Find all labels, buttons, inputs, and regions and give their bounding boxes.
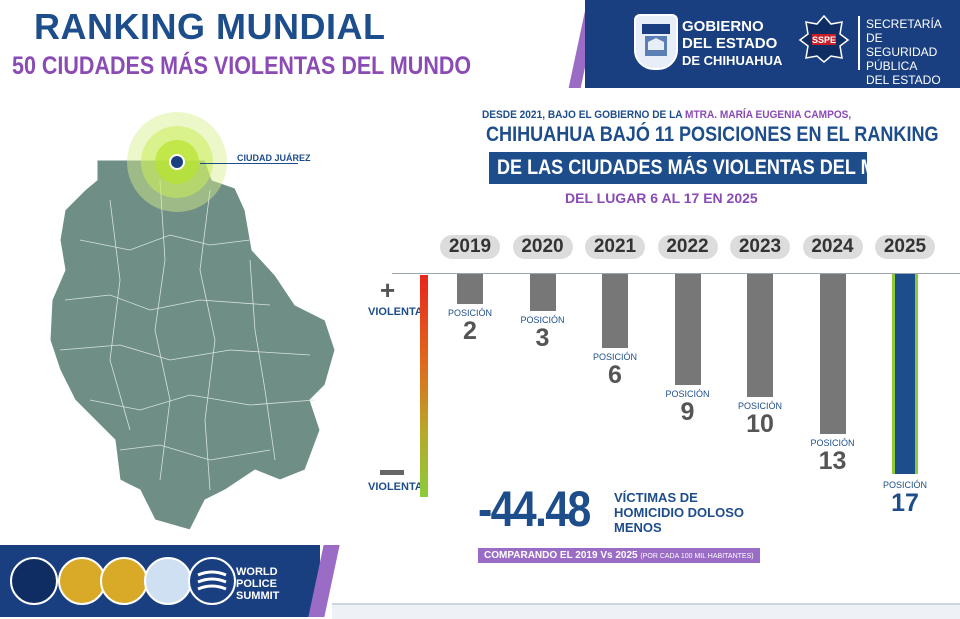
big-number: -44.48 xyxy=(478,481,591,537)
bar-2020 xyxy=(529,274,556,311)
position-label-2021: POSICIÓN xyxy=(592,351,637,362)
position-value-2023: 10 xyxy=(746,410,774,438)
header-divider xyxy=(858,16,860,70)
year-label-2019: 2019 xyxy=(440,235,500,259)
government-name: GOBIERNO DEL ESTADO DE CHIHUAHUA xyxy=(682,18,782,69)
bar-2023 xyxy=(747,274,773,397)
headline-line-2-box: DE LAS CIUDADES MÁS VIOLENTAS DEL MUNDO: xyxy=(489,152,935,184)
chart-axis-line xyxy=(392,273,960,274)
gov-line-3: DE CHIHUAHUA xyxy=(682,53,783,68)
sec-line-2: SEGURIDAD PÚBLICA xyxy=(866,45,938,73)
page-subtitle: 50 CIUDADES MÁS VIOLENTAS DEL MUNDO xyxy=(12,52,472,80)
world-police-summit-icon xyxy=(188,557,236,605)
city-label: CIUDAD JUÁREZ xyxy=(237,153,311,163)
scale-bottom-label: VIOLENTA xyxy=(368,481,423,493)
position-label-2020: POSICIÓN xyxy=(520,314,565,325)
victims-line-1: VÍCTIMAS DE xyxy=(614,490,698,505)
position-label-2025: POSICIÓN xyxy=(882,480,927,490)
calea-seal-icon xyxy=(100,557,148,605)
comparison-note: (POR CADA 100 MIL HABITANTES) xyxy=(640,553,754,560)
comparison-badge: COMPARANDO EL 2019 Vs 2025 (POR CADA 100… xyxy=(478,548,760,563)
sspe-badge-icon xyxy=(10,557,58,605)
position-value-2021: 6 xyxy=(608,360,622,389)
year-label-2020: 2020 xyxy=(512,235,573,259)
sec-line-3: DEL ESTADO xyxy=(866,73,941,87)
headline-line-2: DE LAS CIUDADES MÁS VIOLENTAS DEL MUNDO: xyxy=(497,156,935,179)
police-seal-icon xyxy=(144,557,192,605)
position-value-2025: 17 xyxy=(891,489,919,517)
summit-line-2: POLICE xyxy=(236,578,277,590)
year-label-2022: 2022 xyxy=(657,235,718,259)
calea-badge-icon xyxy=(58,557,106,605)
bar-2019 xyxy=(457,274,483,304)
year-label-2025: 2025 xyxy=(875,235,935,259)
bar-2024 xyxy=(819,274,846,434)
headline-line-1: CHIHUAHUA BAJÓ 11 POSICIONES EN EL RANKI… xyxy=(486,123,939,146)
world-police-summit-text: WORLD POLICE SUMMIT xyxy=(236,566,279,602)
comparison-text: COMPARANDO EL 2019 Vs 2025 xyxy=(484,550,638,561)
state-shield-icon xyxy=(634,14,678,70)
victims-text: VÍCTIMAS DE HOMICIDIO DOLOSO MENOS xyxy=(614,490,744,535)
bar-2025 xyxy=(892,274,918,474)
footer-line xyxy=(332,603,960,619)
summit-line-3: SUMMIT xyxy=(236,590,280,602)
position-label-2023: POSICIÓN xyxy=(737,401,782,411)
sspe-logo-icon: SSPE xyxy=(798,14,850,64)
city-pointer-line xyxy=(200,163,298,164)
position-value-2024: 13 xyxy=(818,446,847,475)
year-label-2021: 2021 xyxy=(585,235,645,259)
victims-line-3: MENOS xyxy=(614,520,662,535)
violence-gradient-bar xyxy=(420,275,428,497)
year-label-2024: 2024 xyxy=(802,235,863,259)
position-label-2022: POSICIÓN xyxy=(665,388,710,399)
victims-line-2: HOMICIDIO DOLOSO xyxy=(614,505,744,520)
intro-highlight: MTRA. MARÍA EUGENIA CAMPOS, xyxy=(685,109,852,121)
bar-2021 xyxy=(602,274,628,348)
gov-line-1: GOBIERNO xyxy=(682,18,764,35)
position-value-2020: 3 xyxy=(535,323,550,352)
sec-line-1: SECRETARÍA DE xyxy=(866,17,942,45)
headline-line-3: DEL LUGAR 6 AL 17 EN 2025 xyxy=(565,190,758,206)
scale-top-label: VIOLENTA xyxy=(368,306,423,318)
minus-icon xyxy=(380,470,404,475)
sspe-logo-text: SSPE xyxy=(812,35,836,45)
secretariat-name: SECRETARÍA DE SEGURIDAD PÚBLICA DEL ESTA… xyxy=(866,17,960,87)
intro-text: DESDE 2021, BAJO EL GOBIERNO DE LA MTRA.… xyxy=(482,109,851,121)
position-label-2024: POSICIÓN xyxy=(810,437,855,448)
bar-2022 xyxy=(674,274,701,385)
summit-line-1: WORLD xyxy=(236,566,278,578)
position-value-2022: 9 xyxy=(680,397,695,426)
page-title: RANKING MUNDIAL xyxy=(34,6,386,47)
intro-prefix: DESDE 2021, BAJO EL GOBIERNO DE LA xyxy=(482,109,686,121)
chihuahua-map xyxy=(40,100,350,540)
position-value-2019: 2 xyxy=(463,317,477,345)
gov-line-2: DEL ESTADO xyxy=(682,35,778,52)
position-label-2019: POSICIÓN xyxy=(447,308,492,318)
year-label-2023: 2023 xyxy=(730,235,790,259)
plus-icon: + xyxy=(380,275,396,305)
